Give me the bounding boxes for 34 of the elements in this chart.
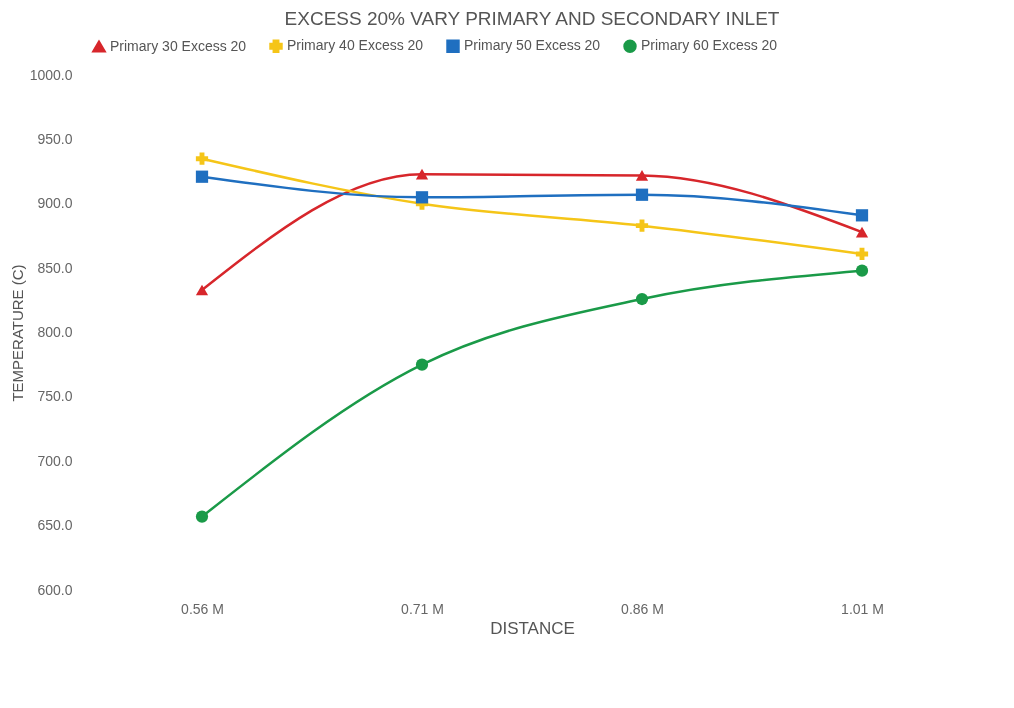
y-tick-label: 800.0 <box>37 324 73 340</box>
point <box>195 510 209 523</box>
point <box>195 170 209 183</box>
x-axis-title: DISTANCE <box>490 618 575 638</box>
point <box>415 358 429 371</box>
legend-label: Primary 60 Excess 20 <box>641 37 778 54</box>
point <box>635 188 649 201</box>
y-tick-label: 900.0 <box>37 195 73 212</box>
x-tick-label: 0.71 M <box>401 600 444 617</box>
point <box>195 284 209 296</box>
y-tick-label: 850.0 <box>37 259 73 276</box>
point <box>855 264 869 277</box>
y-tick-label: 1000.0 <box>29 66 73 83</box>
point <box>635 292 649 306</box>
point <box>855 226 869 238</box>
point <box>635 219 649 232</box>
point <box>635 170 649 181</box>
point <box>415 191 429 204</box>
y-tick-label: 700.0 <box>37 452 73 469</box>
y-tick-label: 750.0 <box>37 388 73 405</box>
legend-label: Primary 50 Excess 20 <box>464 37 601 54</box>
y-tick-label: 650.0 <box>37 517 73 534</box>
point <box>415 168 429 180</box>
legend-label: Primary 30 Excess 20 <box>110 37 247 54</box>
x-tick-label: 0.56 M <box>181 600 224 617</box>
y-tick-label: 950.0 <box>37 130 73 147</box>
x-tick-label: 0.86 M <box>621 600 664 617</box>
legend-label: Primary 40 Excess 20 <box>287 37 424 54</box>
point <box>195 152 209 165</box>
x-tick-label: 1.01 M <box>841 600 884 617</box>
y-tick-label: 600.0 <box>37 581 73 598</box>
chart-title: EXCESS 20% VARY PRIMARY AND SECONDARY INLET <box>284 8 780 29</box>
point <box>855 209 869 222</box>
y-axis-title: TEMPERATURE (C) <box>8 264 26 402</box>
